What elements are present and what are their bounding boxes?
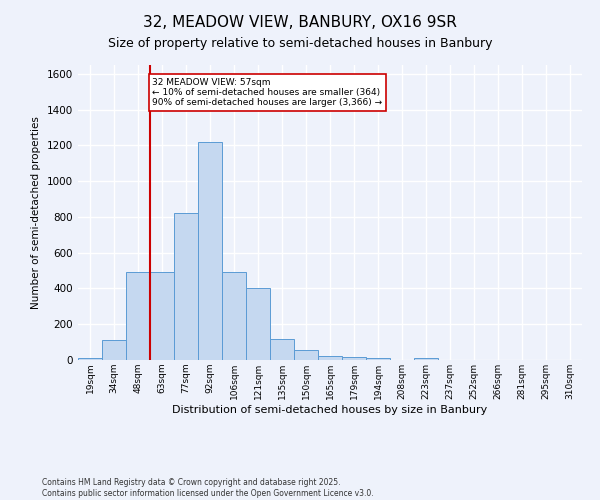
Bar: [78, 358, 102, 360]
Bar: [174, 212, 198, 360]
X-axis label: Distribution of semi-detached houses by size in Banbury: Distribution of semi-detached houses by …: [172, 404, 488, 414]
Bar: [342, 358, 366, 360]
Bar: [198, 142, 222, 360]
Text: Contains HM Land Registry data © Crown copyright and database right 2025.
Contai: Contains HM Land Registry data © Crown c…: [42, 478, 374, 498]
Bar: [270, 340, 294, 360]
Text: 32 MEADOW VIEW: 57sqm
← 10% of semi-detached houses are smaller (364)
90% of sem: 32 MEADOW VIEW: 57sqm ← 10% of semi-deta…: [152, 78, 383, 108]
Bar: [318, 356, 342, 360]
Bar: [222, 272, 246, 360]
Bar: [366, 358, 390, 360]
Bar: [126, 272, 150, 360]
Bar: [414, 358, 438, 360]
Text: Size of property relative to semi-detached houses in Banbury: Size of property relative to semi-detach…: [108, 38, 492, 51]
Text: 32, MEADOW VIEW, BANBURY, OX16 9SR: 32, MEADOW VIEW, BANBURY, OX16 9SR: [143, 15, 457, 30]
Y-axis label: Number of semi-detached properties: Number of semi-detached properties: [31, 116, 41, 309]
Bar: [246, 288, 270, 360]
Bar: [102, 340, 126, 360]
Bar: [150, 272, 174, 360]
Bar: [294, 350, 318, 360]
